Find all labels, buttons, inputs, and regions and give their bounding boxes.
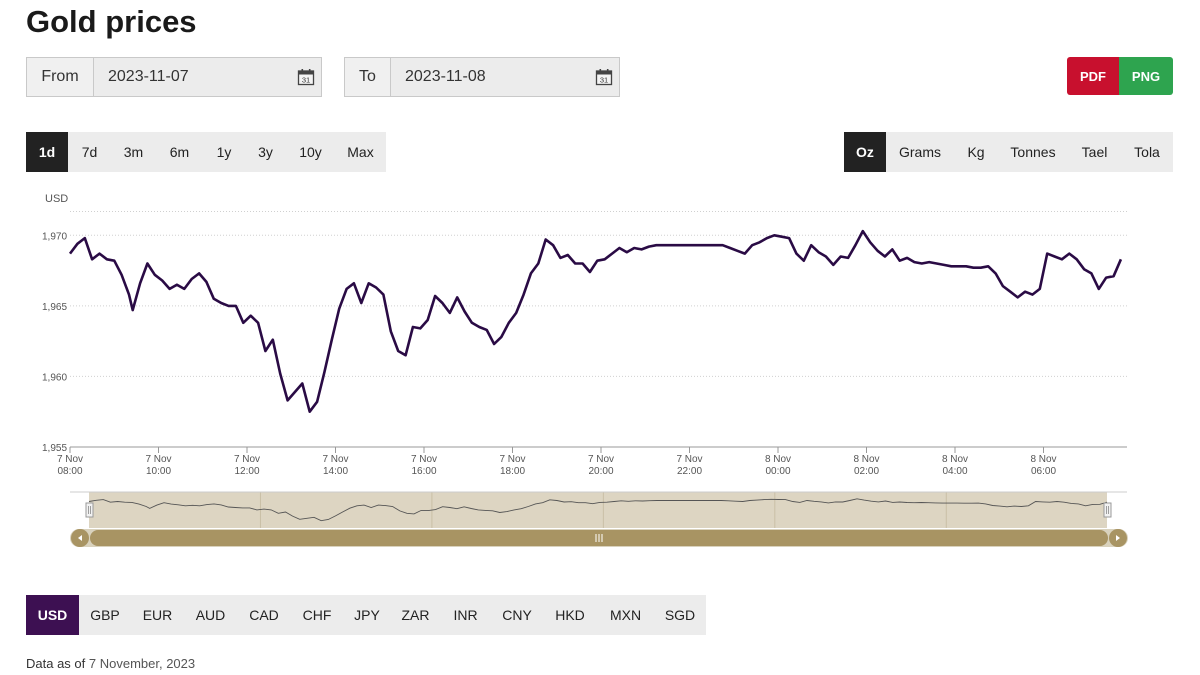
to-date-value[interactable]: 2023-11-08 <box>391 58 589 96</box>
unit-selector: Oz Grams Kg Tonnes Tael Tola <box>844 132 1173 172</box>
scrollbar-right-arrow-icon[interactable] <box>1109 529 1127 547</box>
data-as-of-date: 7 November, 2023 <box>88 656 196 671</box>
x-tick-label-day: 8 Nov <box>1030 454 1056 465</box>
data-as-of-note: Data as of 7 November, 2023 <box>26 656 195 671</box>
period-selector: 1d 7d 3m 6m 1y 3y 10y Max <box>26 132 386 172</box>
x-tick-label-time: 10:00 <box>146 466 171 477</box>
from-date-field[interactable]: From 2023-11-07 31 <box>26 57 322 97</box>
x-tick-label-day: 8 Nov <box>942 454 968 465</box>
currency-cny[interactable]: CNY <box>502 607 532 623</box>
export-pdf-button[interactable]: PDF <box>1067 57 1119 95</box>
y-tick-label: 1,970 <box>42 231 67 242</box>
x-tick-label-day: 7 Nov <box>588 454 614 465</box>
export-png-button[interactable]: PNG <box>1119 57 1173 95</box>
period-3m[interactable]: 3m <box>123 144 144 160</box>
from-label: From <box>27 58 94 96</box>
x-tick-label-time: 06:00 <box>1031 466 1056 477</box>
from-date-value[interactable]: 2023-11-07 <box>94 58 291 96</box>
currency-mxn[interactable]: MXN <box>609 607 642 623</box>
from-calendar-icon[interactable]: 31 <box>291 58 321 96</box>
x-tick-label-time: 14:00 <box>323 466 348 477</box>
x-tick-label-time: 00:00 <box>765 466 790 477</box>
x-tick-label-time: 04:00 <box>942 466 967 477</box>
navigator-left-handle[interactable] <box>85 502 94 518</box>
period-max[interactable]: Max <box>347 144 374 160</box>
currency-usd[interactable]: USD <box>26 595 79 635</box>
period-7d[interactable]: 7d <box>81 144 98 160</box>
scrollbar-grip-icon <box>595 534 603 542</box>
y-tick-label: 1,965 <box>42 302 67 313</box>
currency-hkd[interactable]: HKD <box>555 607 585 623</box>
y-tick-label: 1,960 <box>42 372 67 383</box>
currency-jpy[interactable]: JPY <box>354 607 380 623</box>
currency-zar[interactable]: ZAR <box>401 607 430 623</box>
navigator[interactable] <box>70 491 1127 528</box>
x-tick-label-time: 12:00 <box>234 466 259 477</box>
calendar-day-number: 31 <box>302 76 310 85</box>
x-tick-label-time: 02:00 <box>854 466 879 477</box>
scrollbar[interactable] <box>70 529 1128 547</box>
x-tick-label-day: 7 Nov <box>234 454 260 465</box>
unit-kg[interactable]: Kg <box>967 144 985 160</box>
x-tick-label-time: 20:00 <box>588 466 613 477</box>
y-axis-label: USD <box>45 193 68 205</box>
unit-tonnes[interactable]: Tonnes <box>1010 144 1056 160</box>
to-label: To <box>345 58 391 96</box>
unit-tola[interactable]: Tola <box>1134 144 1160 160</box>
navigator-right-handle[interactable] <box>1103 502 1112 518</box>
to-calendar-icon[interactable]: 31 <box>589 58 619 96</box>
period-6m[interactable]: 6m <box>169 144 190 160</box>
x-tick-label-time: 16:00 <box>411 466 436 477</box>
currency-aud[interactable]: AUD <box>195 607 226 623</box>
x-tick-label-time: 22:00 <box>677 466 702 477</box>
y-tick-label: 1,955 <box>42 443 67 454</box>
currency-selector: USD GBP EUR AUD CAD CHF JPY ZAR INR CNY … <box>26 595 706 635</box>
currency-eur[interactable]: EUR <box>142 607 173 623</box>
currency-sgd[interactable]: SGD <box>664 607 696 623</box>
x-tick-label-time: 18:00 <box>500 466 525 477</box>
currency-gbp[interactable]: GBP <box>90 607 120 623</box>
scrollbar-left-arrow-icon[interactable] <box>71 529 89 547</box>
x-tick-label-day: 7 Nov <box>676 454 702 465</box>
period-10y[interactable]: 10y <box>299 144 322 160</box>
currency-cad[interactable]: CAD <box>249 607 279 623</box>
navigator-range-fill <box>89 492 1107 528</box>
period-1d[interactable]: 1d <box>26 132 68 172</box>
period-3y[interactable]: 3y <box>258 144 273 160</box>
navigator-series-line <box>88 498 1108 522</box>
x-tick-label-time: 08:00 <box>57 466 82 477</box>
x-tick-label-day: 7 Nov <box>411 454 437 465</box>
unit-grams[interactable]: Grams <box>899 144 941 160</box>
to-date-field[interactable]: To 2023-11-08 31 <box>344 57 620 97</box>
period-1y[interactable]: 1y <box>216 144 232 160</box>
calendar-day-number: 31 <box>600 76 608 85</box>
currency-inr[interactable]: INR <box>453 607 478 623</box>
data-as-of-prefix: Data as of <box>26 656 86 671</box>
x-tick-label-day: 8 Nov <box>765 454 791 465</box>
x-tick-label-day: 8 Nov <box>853 454 879 465</box>
price-series-line <box>68 229 1123 413</box>
unit-tael[interactable]: Tael <box>1081 144 1108 160</box>
page-title: Gold prices <box>26 4 197 39</box>
unit-oz[interactable]: Oz <box>844 132 886 172</box>
x-tick-label-day: 7 Nov <box>322 454 348 465</box>
x-tick-label-day: 7 Nov <box>499 454 525 465</box>
currency-chf[interactable]: CHF <box>302 607 332 623</box>
x-tick-label-day: 7 Nov <box>57 454 83 465</box>
x-tick-label-day: 7 Nov <box>145 454 171 465</box>
